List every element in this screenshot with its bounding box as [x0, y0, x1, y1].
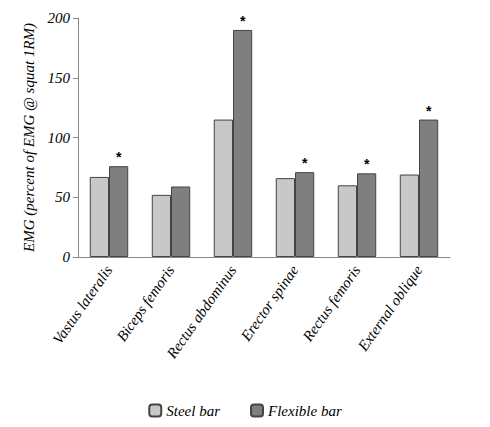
- svg-text:Flexible bar: Flexible bar: [267, 403, 342, 419]
- svg-text:*: *: [364, 156, 370, 172]
- svg-text:*: *: [240, 13, 246, 29]
- svg-text:*: *: [302, 155, 308, 171]
- svg-text:Biceps femoris: Biceps femoris: [114, 262, 178, 344]
- svg-text:External oblique: External oblique: [354, 262, 425, 354]
- svg-text:200: 200: [48, 10, 71, 26]
- svg-text:Erector spinae: Erector spinae: [237, 262, 301, 344]
- svg-text:*: *: [426, 103, 432, 119]
- svg-text:Rectus abdominus: Rectus abdominus: [163, 262, 240, 362]
- svg-text:Steel bar: Steel bar: [166, 403, 220, 419]
- svg-text:150: 150: [48, 70, 71, 86]
- svg-text:*: *: [116, 149, 122, 165]
- svg-text:50: 50: [55, 189, 71, 205]
- svg-text:Rectus femoris: Rectus femoris: [299, 262, 364, 345]
- svg-text:EMG (percent of EMG @ squat 1R: EMG (percent of EMG @ squat 1RM): [21, 23, 38, 253]
- svg-text:Vastus lateralis: Vastus lateralis: [50, 262, 116, 347]
- svg-text:100: 100: [48, 130, 71, 146]
- svg-text:0: 0: [63, 249, 71, 265]
